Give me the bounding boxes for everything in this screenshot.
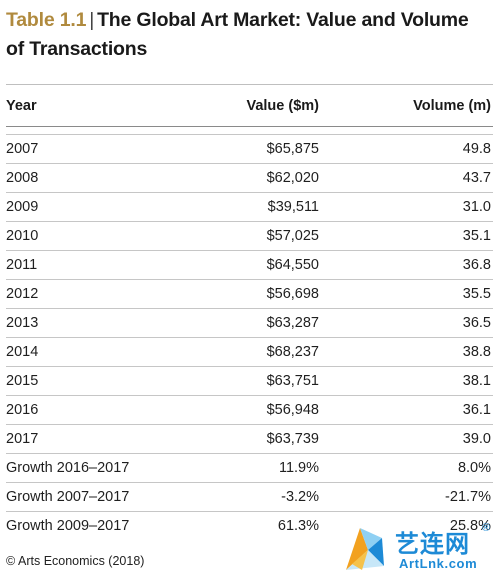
growth-row: Growth 2016–2017 11.9% 8.0%	[6, 453, 493, 483]
year-cell: 2015	[6, 366, 156, 396]
growth-row: Growth 2009–2017 61.3% 25.8%	[6, 512, 493, 541]
volume-cell: 35.1	[321, 221, 493, 251]
table-row: 2017 $63,739 39.0	[6, 424, 493, 454]
column-header-volume: Volume (m)	[321, 86, 493, 127]
year-cell: 2010	[6, 221, 156, 251]
volume-cell: 35.5	[321, 279, 493, 309]
year-cell: 2014	[6, 337, 156, 367]
growth-period-cell: Growth 2007–2017	[6, 482, 156, 512]
table-row: 2015 $63,751 38.1	[6, 366, 493, 396]
value-growth-cell: -3.2%	[156, 482, 321, 512]
value-cell: $63,287	[156, 308, 321, 338]
table-row: 2016 $56,948 36.1	[6, 395, 493, 425]
value-cell: $64,550	[156, 250, 321, 280]
value-growth-cell: 61.3%	[277, 518, 319, 534]
volume-cell: 36.5	[321, 308, 493, 338]
watermark-chinese-name: 艺连网	[395, 530, 470, 558]
value-cell: $65,875	[156, 134, 321, 164]
value-cell: $56,698	[156, 279, 321, 309]
volume-cell: 38.8	[321, 337, 493, 367]
registered-mark: ®	[482, 522, 491, 534]
column-header-year: Year	[6, 86, 156, 127]
source-credit: © Arts Economics (2018)	[6, 554, 145, 568]
year-cell: 2011	[6, 250, 156, 280]
value-cell: $68,237	[156, 337, 321, 367]
table-title: Table 1.1 | The Global Art Market: Value a…	[6, 6, 486, 64]
top-rule	[6, 84, 493, 85]
artlnk-watermark: 艺连网 ® ArtLnk.com	[338, 520, 496, 576]
year-cell: 2008	[6, 163, 156, 193]
table-row: 2010 $57,025 35.1	[6, 221, 493, 251]
volume-cell: 36.8	[321, 250, 493, 280]
table-row: 2008 $62,020 43.7	[6, 163, 493, 193]
table-title-text: The Global Art Market: Value and Volume …	[6, 9, 469, 60]
table-row: 2013 $63,287 36.5	[6, 308, 493, 338]
volume-cell: 31.0	[321, 192, 493, 222]
table-row: 2012 $56,698 35.5	[6, 279, 493, 309]
table-row: 2014 $68,237 38.8	[6, 337, 493, 367]
table-row: 2011 $64,550 36.8	[6, 250, 493, 280]
table-row: 2009 $39,511 31.0	[6, 192, 493, 222]
growth-period-cell: Growth 2016–2017	[6, 453, 156, 483]
table-row: 2007 $65,875 49.8	[6, 134, 493, 164]
value-cell: $39,511	[156, 192, 321, 222]
value-cell: $63,739	[156, 424, 321, 454]
watermark-site-name: ArtLnk.com	[399, 556, 478, 571]
year-cell: 2017	[6, 424, 156, 454]
year-cell: 2013	[6, 308, 156, 338]
volume-cell: 36.1	[321, 395, 493, 425]
title-separator: |	[89, 9, 95, 31]
data-table: Year Value ($m) Volume (m) 2007 $65,875 …	[6, 86, 493, 540]
volume-cell: 49.8	[321, 134, 493, 164]
growth-period-cell: Growth 2009–2017	[6, 518, 130, 534]
column-header-value: Value ($m)	[156, 86, 321, 127]
volume-growth-cell: 25.8%	[449, 518, 491, 534]
table-number: Table 1.1	[6, 9, 87, 31]
value-cell: $57,025	[156, 221, 321, 251]
value-cell: $62,020	[156, 163, 321, 193]
year-cell: 2012	[6, 279, 156, 309]
value-cell: $63,751	[156, 366, 321, 396]
year-cell: 2009	[6, 192, 156, 222]
header-spacer	[6, 126, 493, 135]
volume-cell: 43.7	[321, 163, 493, 193]
volume-cell: 38.1	[321, 366, 493, 396]
year-cell: 2016	[6, 395, 156, 425]
growth-row: Growth 2007–2017 -3.2% -21.7%	[6, 482, 493, 512]
volume-growth-cell: 8.0%	[321, 453, 493, 483]
value-cell: $56,948	[156, 395, 321, 425]
header-row: Year Value ($m) Volume (m)	[6, 86, 493, 127]
artlnk-logo-icon	[346, 528, 384, 570]
volume-cell: 39.0	[321, 424, 493, 454]
value-growth-cell: 11.9%	[156, 453, 321, 483]
volume-growth-cell: -21.7%	[321, 482, 493, 512]
year-cell: 2007	[6, 134, 156, 164]
